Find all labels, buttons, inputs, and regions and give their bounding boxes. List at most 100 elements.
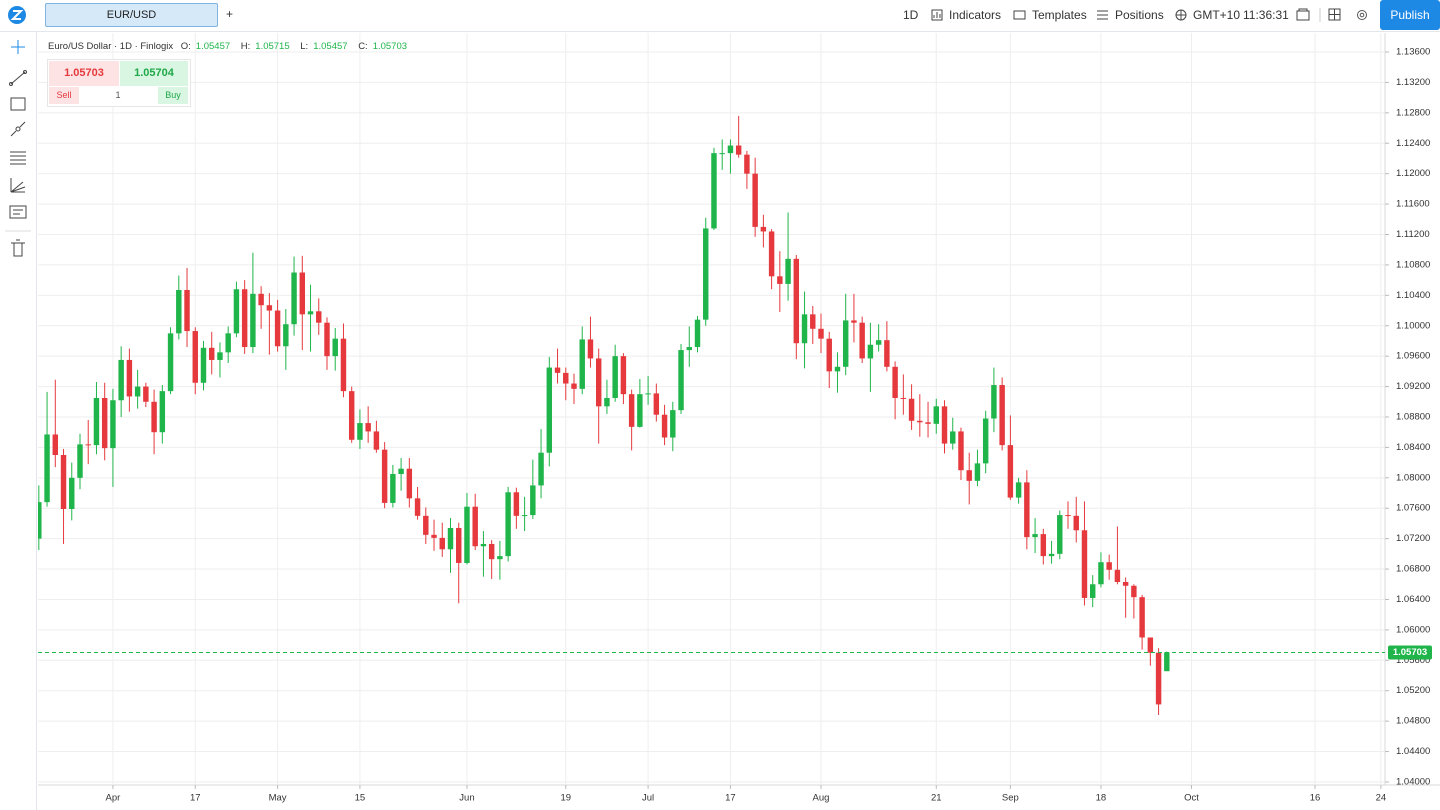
candle-body [966,470,972,481]
candle-body [719,153,725,155]
y-tick-label: 1.12000 [1396,168,1430,179]
candle-body [1098,562,1104,585]
candle-body [69,477,75,509]
buy-button[interactable]: Buy [158,87,188,104]
candle-body [826,338,832,372]
x-tick-label: Oct [1184,793,1199,804]
candle-body [546,367,553,453]
tool-icons[interactable] [0,32,36,272]
candle-body [151,401,157,433]
candle-body [653,393,660,415]
last-price-tag [1388,645,1432,660]
y-tick-label: 1.10800 [1396,259,1430,270]
candle-body [1024,482,1030,538]
y-tick-label: 1.08800 [1396,411,1430,422]
candle-body [933,406,939,424]
x-tick-label: Aug [813,793,830,804]
candle-body [892,366,898,398]
ohlc-label: L: [300,41,309,52]
candle-body [241,289,248,348]
candle-body [645,393,651,395]
candle-body [842,320,849,367]
candle-body [760,226,767,232]
candle-body [209,347,215,360]
candle-body [44,434,50,503]
x-tick-label: Apr [106,793,121,804]
candle-body [497,556,503,560]
symbol-tab[interactable]: EUR/USD [45,3,218,27]
candle-body [727,145,734,154]
candle-body [810,314,816,329]
ohlc-label: O: [180,41,191,52]
x-tick-label: 15 [355,793,366,804]
y-tick-label: 1.05200 [1396,685,1430,696]
candle-body [1122,581,1129,586]
candle-body [818,328,824,339]
candle-body [587,339,594,359]
candle-body [217,352,223,360]
candle-body [563,372,569,384]
y-tick-label: 1.05600 [1396,655,1430,666]
sell-price[interactable]: 1.05703 [49,61,119,86]
y-tick-label: 1.04000 [1396,776,1430,787]
candle-body [661,414,668,438]
candle-body [101,397,108,449]
publish-button[interactable]: Publish [1380,0,1440,30]
x-tick-label: Jul [642,793,654,804]
candle-body [406,468,413,499]
candle-body [291,272,297,325]
candle-body [1073,515,1079,531]
candle-body [950,431,956,444]
candle-body [472,506,478,547]
y-tick-label: 1.06800 [1396,564,1430,575]
candle-body [266,305,273,311]
candle-body [1015,482,1022,498]
y-tick-label: 1.09200 [1396,381,1430,392]
positions-button[interactable]: Positions [1115,8,1164,22]
candle-body [554,367,561,373]
templates-icon [1013,10,1026,20]
candle-body [1065,515,1071,517]
ohlc-legend: Euro/US Dollar · 1D · Finlogix O: 1.05457… [48,41,415,52]
candle-body [1164,652,1170,672]
candle-body [571,383,577,389]
y-tick-label: 1.13200 [1396,77,1430,88]
y-tick-label: 1.12400 [1396,138,1430,149]
candle-body [1081,530,1088,598]
candle-body [670,410,676,438]
candle-body [77,444,83,478]
candle-body [958,431,964,471]
templates-button[interactable]: Templates [1032,8,1087,22]
candle-body [357,423,363,440]
candle-body [390,474,396,503]
candle-body [974,463,981,481]
candle-body [678,350,684,411]
quantity-input[interactable]: 1 [115,90,121,100]
candle-body [612,356,618,398]
candle-body [834,366,841,372]
candle-body [1131,585,1137,598]
sell-button[interactable]: Sell [49,87,79,104]
candle-body [299,272,306,315]
y-tick-label: 1.04400 [1396,746,1430,757]
y-tick-label: 1.06000 [1396,624,1430,635]
candles [38,115,1170,716]
candle-body [159,391,166,433]
candle-body [752,173,758,227]
ohlc-label: H: [240,41,251,52]
interval[interactable]: 1D [903,8,919,22]
candle-body [488,543,495,560]
candle-body [735,145,742,155]
timezone[interactable]: GMT+10 [1193,8,1241,22]
candle-body [595,358,602,407]
toolbar-icons[interactable] [1296,8,1376,22]
candle-body [52,434,59,456]
candle-body [777,276,783,284]
symbol-title: Euro/US Dollar · 1D · Finlogix [48,41,174,52]
buy-price[interactable]: 1.05704 [120,61,188,86]
candle-body [785,258,791,284]
add-tab[interactable]: + [226,7,234,21]
candle-body [200,347,207,383]
indicators-button[interactable]: Indicators [949,8,1002,22]
